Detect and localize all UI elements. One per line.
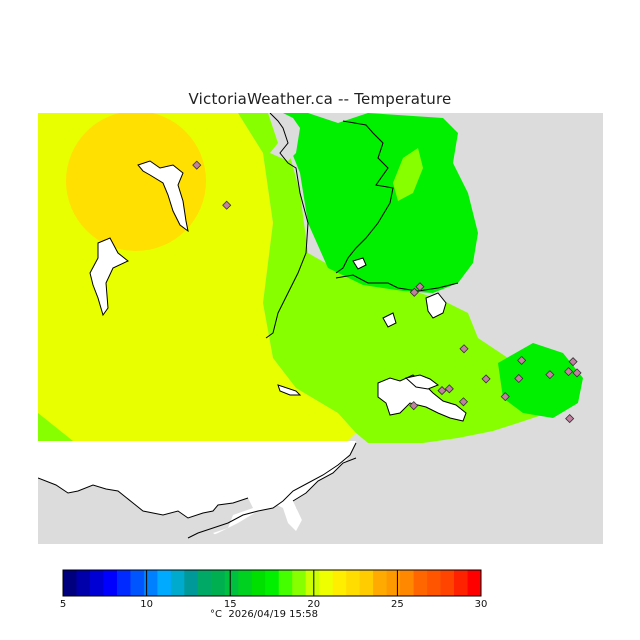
station-marker[interactable] xyxy=(572,368,582,378)
legend-swatch xyxy=(143,570,158,596)
station-marker[interactable] xyxy=(565,414,575,424)
legend-swatches xyxy=(63,570,482,596)
station-marker[interactable] xyxy=(545,370,555,380)
legend-swatch xyxy=(305,570,320,596)
legend-ticks: 5 10 15 20 25 30 xyxy=(60,570,488,609)
legend-swatch xyxy=(454,570,469,596)
legend-swatch xyxy=(211,570,226,596)
legend-tick-label: 5 xyxy=(60,599,66,609)
water-south xyxy=(38,441,353,531)
land-south xyxy=(38,478,253,544)
legend-swatch xyxy=(265,570,280,596)
land-south-east xyxy=(283,458,358,544)
coastline-olympic xyxy=(38,477,249,519)
coastline-east-south xyxy=(292,457,357,502)
legend-swatch xyxy=(467,570,482,596)
legend-swatch xyxy=(440,570,455,596)
legend-swatch xyxy=(89,570,104,596)
legend-timestamp: 2026/04/19 15:58 xyxy=(228,609,318,620)
water-harbour xyxy=(404,374,440,390)
temperature-map xyxy=(38,113,603,544)
legend-swatch xyxy=(130,570,145,596)
legend-swatch xyxy=(116,570,131,596)
island-strait xyxy=(277,384,302,396)
legend-swatch xyxy=(292,570,307,596)
legend-swatch xyxy=(157,570,172,596)
station-marker[interactable] xyxy=(437,385,447,396)
legend-swatch xyxy=(184,570,199,596)
station-marker[interactable] xyxy=(415,282,425,292)
legend-swatch xyxy=(332,570,347,596)
coastline-west xyxy=(265,113,309,339)
legend-swatch xyxy=(346,570,361,596)
legend-unit: °C xyxy=(210,609,222,620)
coastline-strait xyxy=(187,442,357,539)
legend-tick-label: 30 xyxy=(475,599,488,609)
legend-swatch xyxy=(63,570,77,596)
station-marker[interactable] xyxy=(500,392,510,402)
legend-swatch xyxy=(103,570,118,596)
legend-swatch xyxy=(224,570,239,596)
island-lake-2 xyxy=(382,312,397,328)
station-marker[interactable] xyxy=(192,160,202,170)
temperature-legend: 5 10 15 20 25 30 xyxy=(60,569,488,609)
station-marker[interactable] xyxy=(459,344,469,354)
station-marker[interactable] xyxy=(458,397,469,407)
station-marker[interactable] xyxy=(514,373,524,384)
island-gold xyxy=(137,160,189,233)
land-north-east xyxy=(268,113,300,161)
legend-swatch xyxy=(76,570,91,596)
legend-tick-label: 10 xyxy=(140,599,153,609)
legend-swatch xyxy=(386,570,401,596)
legend-swatch xyxy=(251,570,266,596)
station-marker[interactable] xyxy=(563,367,574,377)
water-bay-south xyxy=(377,374,467,422)
legend-swatch xyxy=(400,570,415,596)
zone-19-chartreuse xyxy=(238,113,558,443)
legend-swatch xyxy=(319,570,334,596)
legend-tick-label: 15 xyxy=(224,599,237,609)
legend-swatch xyxy=(170,570,185,596)
legend-swatch xyxy=(278,570,293,596)
station-marker[interactable] xyxy=(568,357,578,367)
legend-caption: °C 2026/04/19 15:58 xyxy=(210,609,318,620)
map-title: VictoriaWeather.ca -- Temperature xyxy=(188,90,452,108)
island-lake-1 xyxy=(425,292,447,319)
legend-swatch xyxy=(373,570,388,596)
legend-swatch xyxy=(413,570,428,596)
station-marker[interactable] xyxy=(517,355,527,365)
legend-tick-label: 25 xyxy=(391,599,404,609)
station-marker[interactable] xyxy=(409,401,419,411)
coastline-south xyxy=(335,274,459,292)
station-marker[interactable] xyxy=(444,384,454,394)
zone-23-gold xyxy=(66,113,206,251)
island-west xyxy=(89,237,129,317)
stations-layer xyxy=(192,160,582,424)
island-inlet xyxy=(352,257,367,270)
legend-swatch xyxy=(238,570,253,596)
legend-swatch xyxy=(359,570,374,596)
legend-tick-label: 20 xyxy=(307,599,320,609)
zone-19-inner xyxy=(393,148,423,201)
station-marker[interactable] xyxy=(481,374,491,384)
station-marker[interactable] xyxy=(222,200,232,210)
station-marker[interactable] xyxy=(409,287,419,297)
legend-swatch xyxy=(197,570,212,596)
coastline-inlet xyxy=(335,120,394,274)
zone-19-corner xyxy=(38,413,73,441)
zone-18-green xyxy=(268,113,478,293)
legend-swatch xyxy=(427,570,442,596)
